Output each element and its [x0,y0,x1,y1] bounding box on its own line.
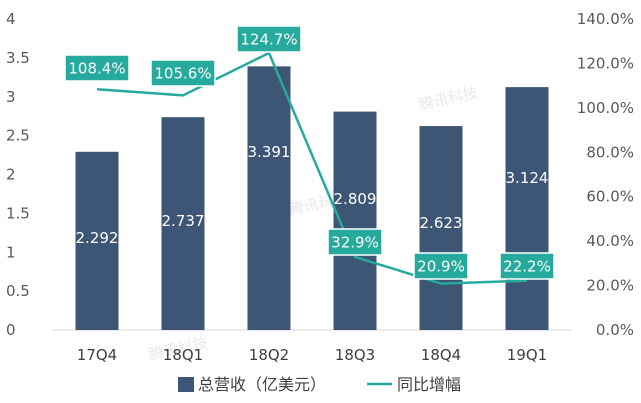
legend-line-label: 同比增幅 [397,375,461,394]
line-data-label-box [499,252,555,280]
watermark-text: 腾讯科技 [417,84,479,114]
category-label: 18Q1 [163,346,203,364]
x-axis-categories: 17Q4 18Q1 18Q2 18Q3 18Q4 19Q1 [77,346,547,364]
left-axis: 0 0.5 1 1.5 2 2.5 3 3.5 4 [6,10,30,339]
bar-data-label: 3.124 [506,169,549,187]
line-data-label-box [413,252,469,280]
left-tick-label: 1 [6,243,16,261]
bar-data-label: 2.737 [162,212,205,230]
bar [247,66,291,331]
legend: 总营收（亿美元） 同比增幅 [178,375,461,394]
bar [75,151,119,330]
left-tick-label: 2 [6,166,16,184]
bar-data-label: 3.391 [248,143,291,161]
right-tick-label: 100.0% [577,99,634,117]
category-label: 19Q1 [507,346,547,364]
right-tick-label: 40.0% [586,232,634,250]
line-data-label-box [64,54,130,82]
left-tick-label: 3.5 [6,49,30,67]
right-tick-label: 0.0% [596,321,634,339]
left-tick-label: 2.5 [6,127,30,145]
left-tick-label: 4 [6,10,16,28]
right-tick-label: 20.0% [586,277,634,295]
category-label: 17Q4 [77,346,117,364]
right-tick-label: 80.0% [586,143,634,161]
category-label: 18Q2 [249,346,289,364]
line-data-label: 108.4% [68,60,125,78]
line-data-label: 32.9% [331,234,379,252]
line-data-label: 22.2% [503,258,551,276]
bar-labels: 2.292 2.737 3.391 2.809 2.623 3.124 [76,143,549,247]
bar-series [75,66,549,331]
line-data-label: 124.7% [240,31,297,49]
category-label: 18Q3 [335,346,375,364]
left-tick-label: 1.5 [6,204,30,222]
bar [161,117,205,331]
bar-data-label: 2.809 [334,190,377,208]
left-tick-label: 0.5 [6,282,30,300]
left-tick-label: 3 [6,88,16,106]
right-axis: 0.0% 20.0% 40.0% 60.0% 80.0% 100.0% 120.0% 140.… [577,10,634,339]
line-data-label-box [327,228,383,256]
category-label: 18Q4 [421,346,461,364]
bar [419,126,463,330]
bar-data-label: 2.623 [420,214,463,232]
legend-bar-swatch [178,377,194,392]
line-path [96,51,528,285]
line-data-label-box [236,25,302,53]
bar [505,87,549,330]
right-tick-label: 120.0% [577,54,634,72]
line-series [96,51,528,285]
left-tick-label: 0 [6,321,16,339]
bar-data-label: 2.292 [76,229,119,247]
line-data-label: 20.9% [417,258,465,276]
legend-bar-label: 总营收（亿美元） [198,375,326,394]
right-tick-label: 140.0% [577,10,634,28]
line-labels: 108.4% 105.6% 124.7% 32.9% 20.9% 22.2% [64,25,555,280]
right-tick-label: 60.0% [586,188,634,206]
line-data-label-box [150,59,216,87]
line-data-label: 105.6% [154,65,211,83]
